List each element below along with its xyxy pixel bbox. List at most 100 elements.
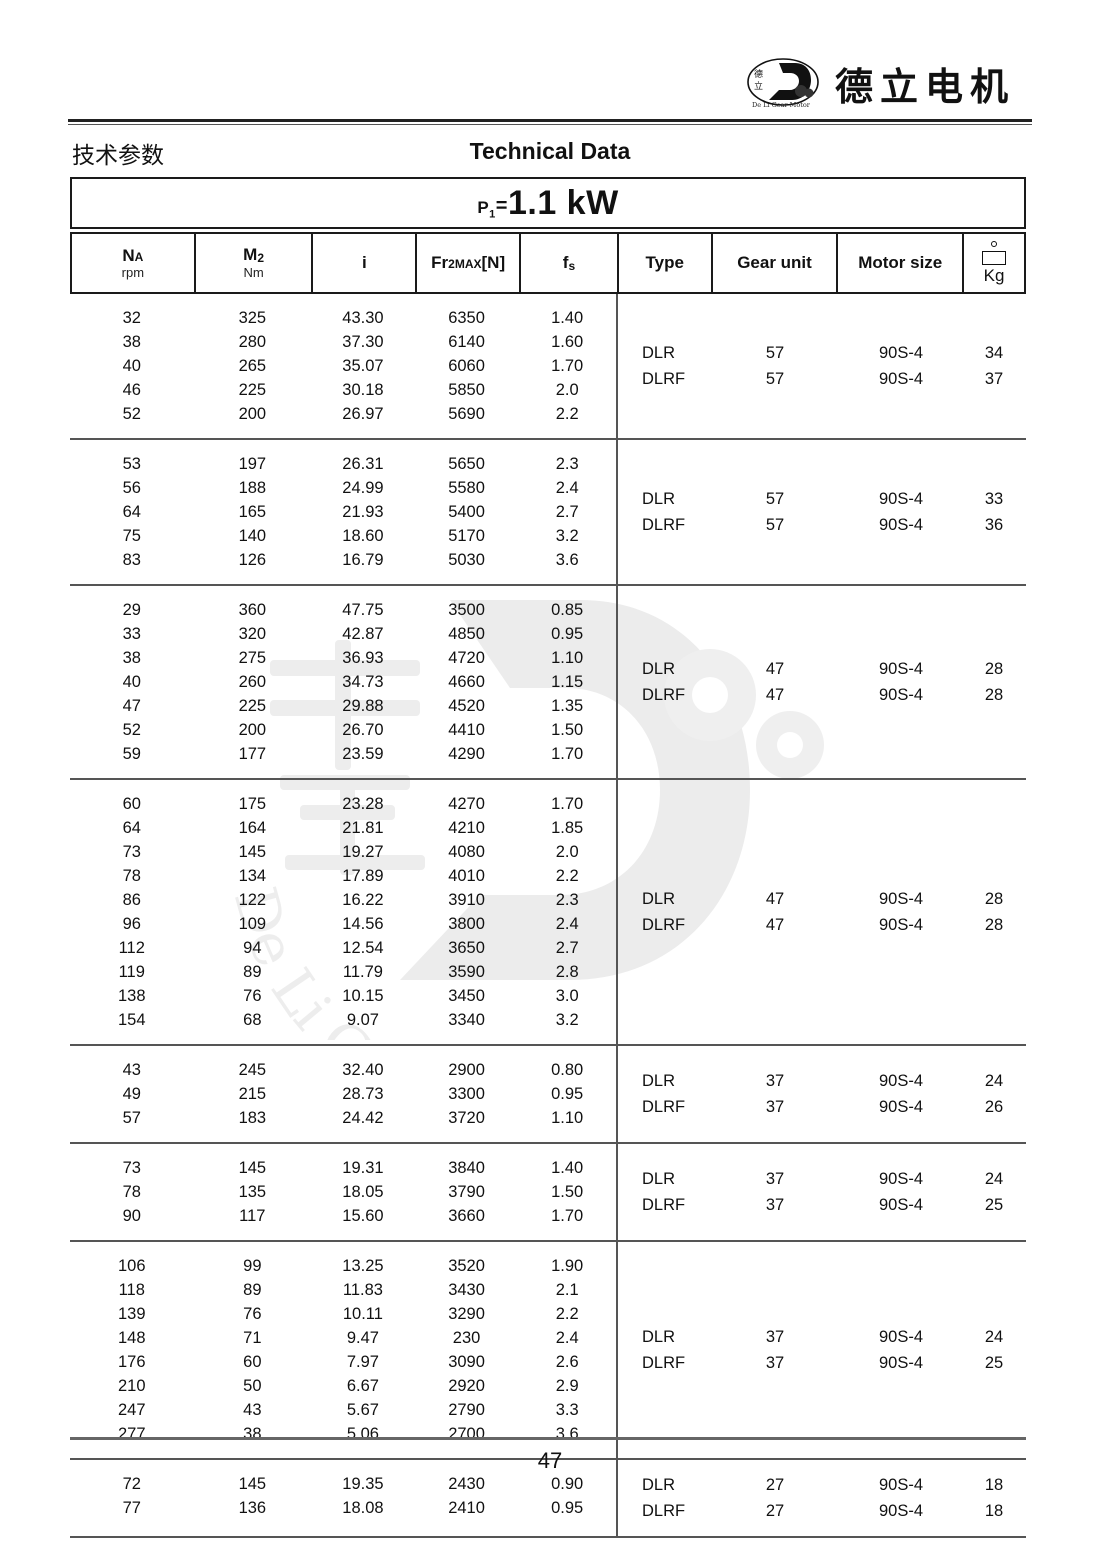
cell-m2: 89 bbox=[243, 1280, 262, 1299]
cell-fr2max[n]: 5030 bbox=[448, 550, 485, 569]
cell-m2: 99 bbox=[243, 1256, 262, 1275]
cell-fr2max[n]: 3300 bbox=[448, 1084, 485, 1103]
svg-text:De Li Gear Motor: De Li Gear Motor bbox=[752, 101, 811, 109]
variant-rows-group: DLR 47 90S-4 28 DLRF 47 90S-4 28 bbox=[618, 586, 1026, 778]
cell-fr2max[n]: 5400 bbox=[448, 502, 485, 521]
cell-fs: 2.2 bbox=[555, 1304, 579, 1323]
table-row: 112 94 12.54 3650 2.7 bbox=[70, 936, 616, 960]
table-row: 210 50 6.67 2920 2.9 bbox=[70, 1374, 616, 1398]
cell-fr2max[n]: 4520 bbox=[448, 696, 485, 715]
cell-na: 247 bbox=[118, 1400, 146, 1419]
column-header-i: i bbox=[313, 234, 418, 292]
cell-i: 10.15 bbox=[342, 986, 384, 1005]
table-row: 277 38 5.06 2700 3.6 bbox=[70, 1422, 616, 1446]
variant-rows-group: DLR 27 90S-4 18 DLRF 27 90S-4 18 bbox=[618, 1460, 1026, 1536]
cell-fs: 3.6 bbox=[555, 1424, 579, 1443]
cell-m2: 165 bbox=[238, 502, 267, 521]
cell-type: DLR bbox=[642, 489, 676, 508]
variant-row: DLR 47 90S-4 28 bbox=[618, 656, 1026, 682]
cell-kg: 37 bbox=[984, 369, 1004, 388]
cell-fs: 1.40 bbox=[551, 1158, 584, 1177]
cell-na: 47 bbox=[122, 696, 141, 715]
ratio-rows-group: 60 175 23.28 4270 1.70 64 164 21.81 4210 1.85 73 14… bbox=[70, 780, 618, 1044]
cell-fs: 2.8 bbox=[555, 962, 579, 981]
cell-i: 36.93 bbox=[342, 648, 384, 667]
table-row: 52 200 26.70 4410 1.50 bbox=[70, 718, 616, 742]
cell-i: 10.11 bbox=[342, 1304, 383, 1323]
data-block: 43 245 32.40 2900 0.80 49 215 28.73 3300 0.95 57 18… bbox=[70, 1046, 1026, 1144]
cell-gear-unit: 37 bbox=[765, 1071, 785, 1090]
table-header-row: NA rpm M2 Nm i Fr2MAX[N] fs Type Gear un… bbox=[70, 232, 1026, 294]
cell-fs: 2.4 bbox=[555, 1328, 579, 1347]
cell-m2: 215 bbox=[238, 1084, 267, 1103]
cell-fs: 3.6 bbox=[555, 550, 579, 569]
cell-fr2max[n]: 4270 bbox=[448, 794, 485, 813]
cell-kg: 25 bbox=[984, 1195, 1004, 1214]
cell-type: DLRF bbox=[642, 369, 686, 388]
cell-motor-size: 90S-4 bbox=[878, 1097, 924, 1116]
cell-m2: 177 bbox=[238, 744, 267, 763]
ratio-rows-group: 29 360 47.75 3500 0.85 33 320 42.87 4850 0.95 38 27… bbox=[70, 586, 618, 778]
cell-fr2max[n]: 5580 bbox=[448, 478, 485, 497]
variant-row: DLRF 37 90S-4 25 bbox=[618, 1192, 1026, 1218]
de-li-gear-motor-logo-icon: 德 立 De Li Gear Motor bbox=[747, 58, 819, 109]
cell-type: DLR bbox=[642, 1169, 676, 1188]
table-row: 64 165 21.93 5400 2.7 bbox=[70, 500, 616, 524]
column-unit-na: rpm bbox=[121, 264, 145, 280]
footer-rule bbox=[70, 1437, 1026, 1440]
cell-m2: 122 bbox=[238, 890, 267, 909]
cell-na: 40 bbox=[122, 356, 141, 375]
cell-i: 47.75 bbox=[342, 600, 384, 619]
cell-i: 16.79 bbox=[342, 550, 384, 569]
table-row: 49 215 28.73 3300 0.95 bbox=[70, 1082, 616, 1106]
cell-gear-unit: 47 bbox=[765, 915, 785, 934]
cell-gear-unit: 47 bbox=[765, 685, 785, 704]
cell-kg: 28 bbox=[984, 915, 1004, 934]
cell-type: DLR bbox=[642, 1327, 676, 1346]
table-row: 52 200 26.97 5690 2.2 bbox=[70, 402, 616, 426]
package-weight-icon bbox=[980, 240, 1008, 265]
variant-row: DLR 37 90S-4 24 bbox=[618, 1324, 1026, 1350]
data-block: 29 360 47.75 3500 0.85 33 320 42.87 4850 0.95 38 27… bbox=[70, 586, 1026, 780]
cell-fr2max[n]: 3500 bbox=[448, 600, 485, 619]
table-row: 43 245 32.40 2900 0.80 bbox=[70, 1058, 616, 1082]
cell-kg: 28 bbox=[984, 659, 1004, 678]
variant-rows-group: DLR 47 90S-4 28 DLRF 47 90S-4 28 bbox=[618, 780, 1026, 1044]
table-row: 118 89 11.83 3430 2.1 bbox=[70, 1278, 616, 1302]
cell-fr2max[n]: 3430 bbox=[448, 1280, 485, 1299]
cell-type: DLR bbox=[642, 343, 676, 362]
cell-na: 77 bbox=[122, 1498, 141, 1517]
variant-row: DLRF 27 90S-4 18 bbox=[618, 1498, 1026, 1524]
cell-fs: 1.35 bbox=[551, 696, 584, 715]
cell-fs: 3.0 bbox=[555, 986, 579, 1005]
cell-fr2max[n]: 5690 bbox=[448, 404, 485, 423]
cell-na: 38 bbox=[122, 332, 141, 351]
cell-na: 78 bbox=[122, 1182, 141, 1201]
cell-i: 21.93 bbox=[342, 502, 384, 521]
cell-m2: 183 bbox=[238, 1108, 267, 1127]
cell-m2: 145 bbox=[238, 1474, 267, 1493]
cell-motor-size: 90S-4 bbox=[878, 1501, 924, 1520]
table-row: 60 175 23.28 4270 1.70 bbox=[70, 792, 616, 816]
data-block: 72 145 19.35 2430 0.90 77 136 18.08 2410 0.95 DLR 2… bbox=[70, 1460, 1026, 1538]
cell-kg: 26 bbox=[984, 1097, 1004, 1116]
cell-type: DLRF bbox=[642, 1195, 686, 1214]
cell-fs: 2.4 bbox=[555, 914, 579, 933]
cell-type: DLRF bbox=[642, 1353, 686, 1372]
cell-m2: 200 bbox=[238, 720, 267, 739]
data-block: 60 175 23.28 4270 1.70 64 164 21.81 4210 1.85 73 14… bbox=[70, 780, 1026, 1046]
cell-kg: 36 bbox=[984, 515, 1004, 534]
ratio-rows-group: 32 325 43.30 6350 1.40 38 280 37.30 6140 1.60 40 26… bbox=[70, 294, 618, 438]
cell-fr2max[n]: 4850 bbox=[448, 624, 485, 643]
cell-i: 35.07 bbox=[342, 356, 384, 375]
cell-m2: 200 bbox=[238, 404, 267, 423]
cell-m2: 71 bbox=[243, 1328, 262, 1347]
cell-i: 21.81 bbox=[342, 818, 384, 837]
cell-fs: 1.70 bbox=[551, 356, 584, 375]
cell-fs: 2.3 bbox=[555, 890, 579, 909]
page-number: 47 bbox=[537, 1448, 563, 1473]
table-row: 57 183 24.42 3720 1.10 bbox=[70, 1106, 616, 1130]
table-row: 106 99 13.25 3520 1.90 bbox=[70, 1254, 616, 1278]
cell-fr2max[n]: 3450 bbox=[448, 986, 485, 1005]
table-row: 138 76 10.15 3450 3.0 bbox=[70, 984, 616, 1008]
